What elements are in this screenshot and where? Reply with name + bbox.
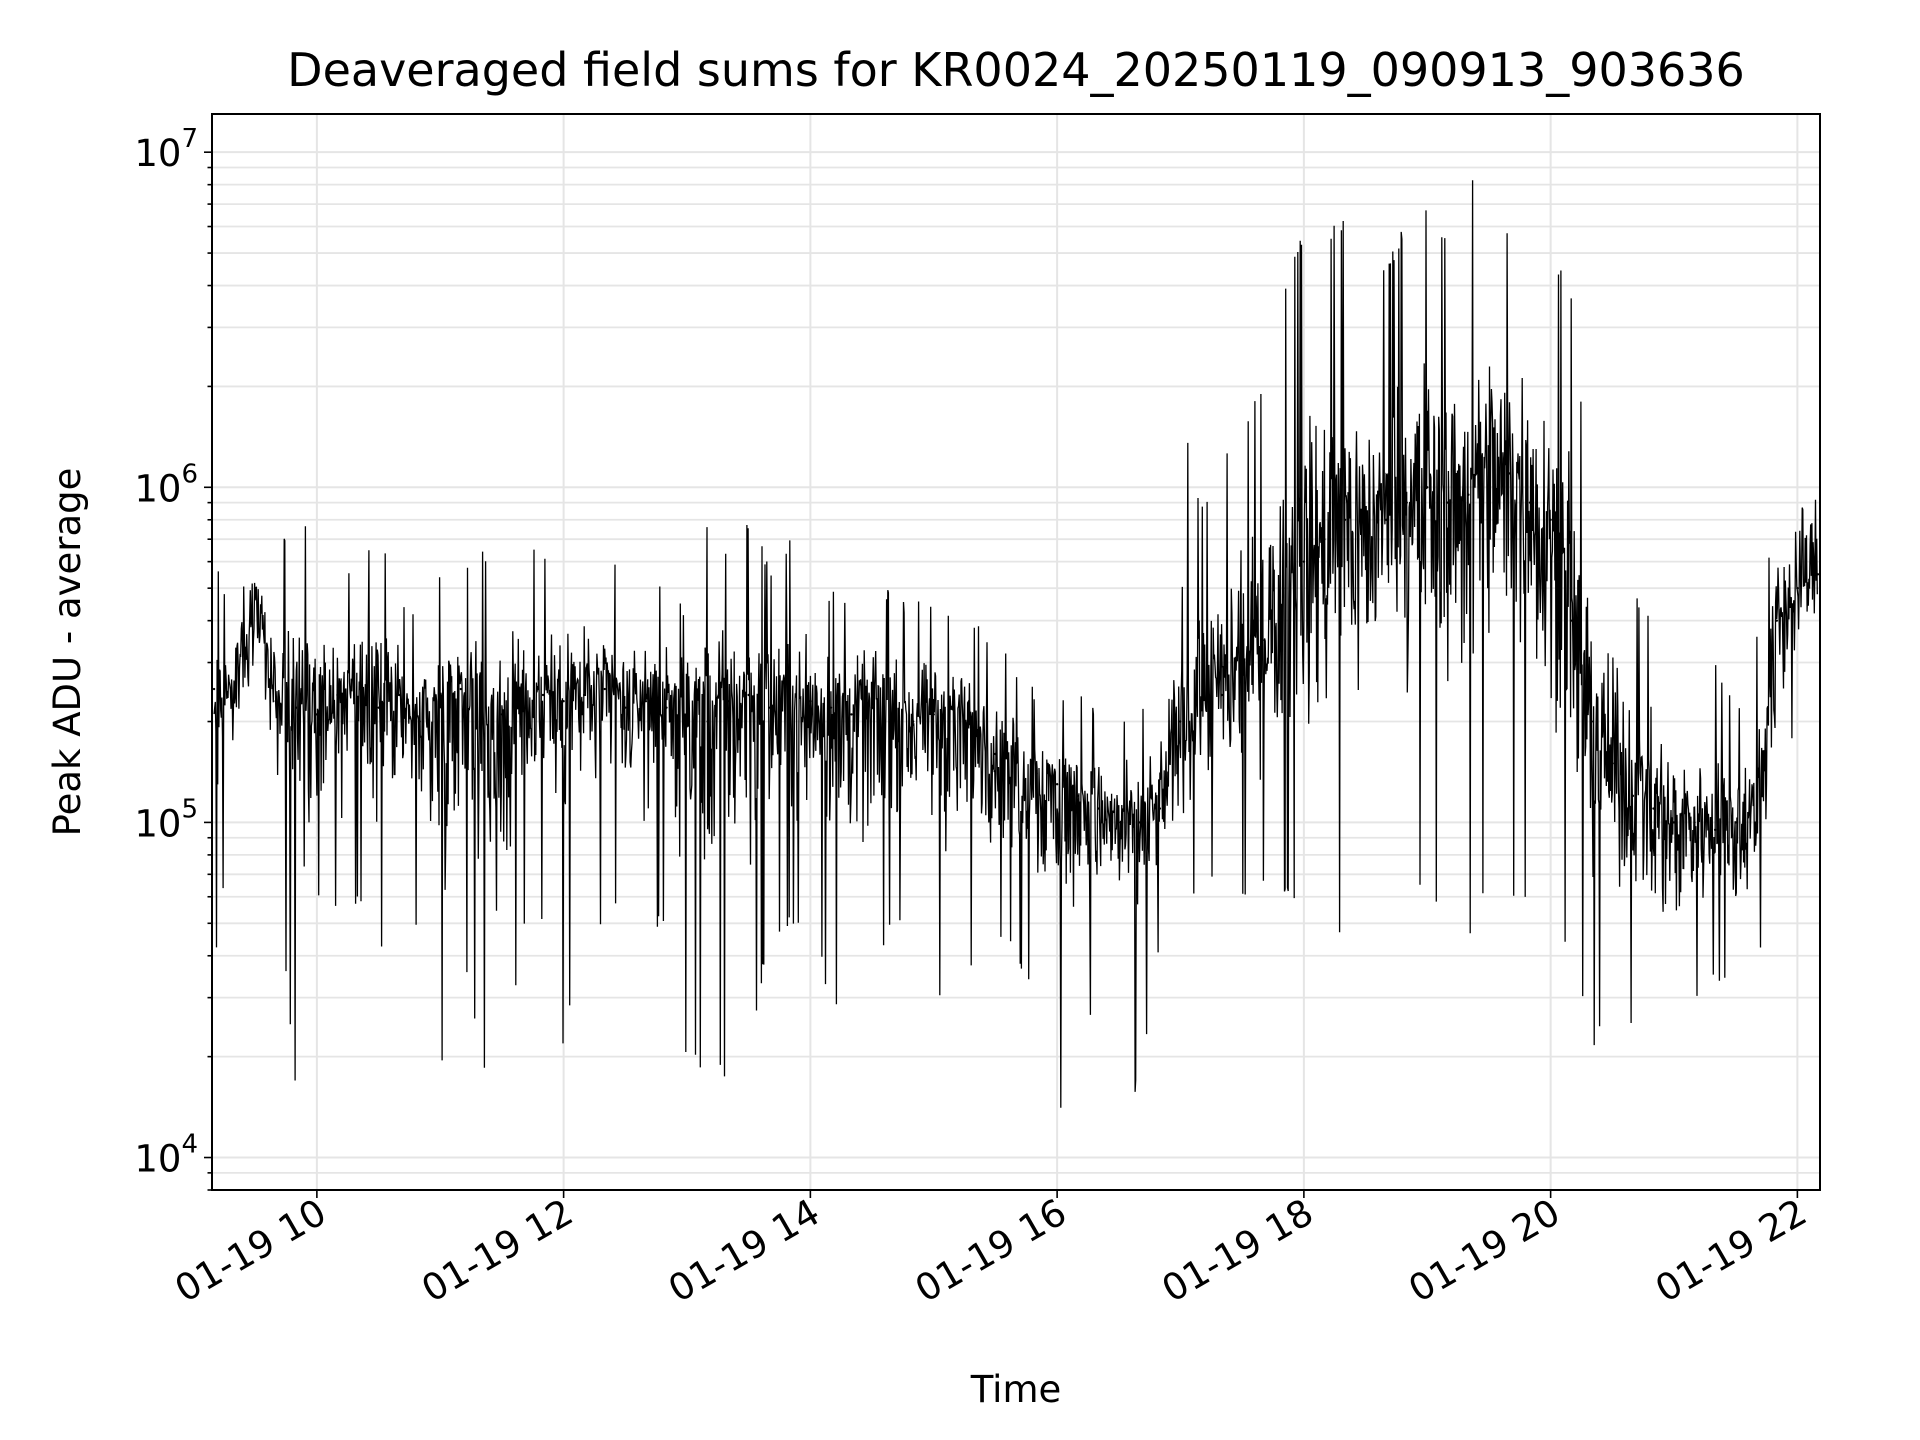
data-point — [521, 699, 524, 703]
data-point — [706, 720, 709, 723]
data-point — [418, 720, 421, 723]
data-point — [500, 713, 504, 716]
data-point — [480, 706, 483, 709]
data-point — [973, 735, 977, 739]
data-point — [994, 752, 997, 756]
data-point — [1816, 573, 1820, 576]
data-point — [1508, 472, 1511, 475]
data-point — [1035, 772, 1038, 775]
data-point — [1693, 821, 1696, 824]
series-layer — [212, 180, 1820, 1108]
data-point — [377, 706, 380, 709]
data-point — [1364, 527, 1367, 531]
data-point — [1775, 619, 1779, 622]
data-point — [1282, 586, 1285, 590]
data-point — [1487, 486, 1491, 489]
data-point — [1302, 560, 1306, 563]
plot-frame — [211, 113, 1821, 1191]
data-point — [582, 693, 586, 697]
data-point — [295, 706, 298, 709]
data-point — [1467, 493, 1470, 496]
data-point — [850, 713, 853, 716]
data-point — [911, 720, 915, 723]
data-point — [1796, 586, 1799, 590]
data-point — [315, 713, 319, 716]
y-tick-label: 105 — [134, 794, 198, 845]
data-point — [1055, 783, 1059, 786]
y-tick-label: 107 — [134, 124, 198, 175]
data-point — [891, 720, 894, 723]
data-point — [829, 706, 833, 709]
data-point — [1652, 807, 1655, 810]
data-point — [1138, 821, 1141, 824]
data-point — [1672, 821, 1676, 824]
y-tick-label: 104 — [134, 1130, 198, 1181]
data-point — [397, 693, 401, 697]
data-point — [1631, 794, 1635, 798]
y-axis: 104 105 106 107 — [134, 124, 212, 1191]
chart-title: Deaveraged field sums for KR0024_2025011… — [287, 43, 1745, 97]
data-point — [1117, 821, 1121, 824]
data-point — [932, 713, 935, 716]
data-point — [685, 713, 689, 716]
data-point — [788, 706, 792, 709]
grid — [212, 114, 1820, 1191]
data-point — [562, 699, 565, 703]
data-point — [644, 699, 648, 703]
data-point — [439, 699, 442, 703]
data-point — [1323, 538, 1326, 541]
data-point — [233, 682, 236, 685]
data-point — [1097, 807, 1100, 810]
data-point — [870, 706, 874, 709]
data-point — [1569, 619, 1573, 622]
data-point — [665, 706, 668, 709]
y-tick-label: 106 — [134, 459, 198, 510]
data-point — [336, 693, 339, 697]
data-point — [1549, 518, 1552, 521]
data-point — [1261, 638, 1264, 642]
data-point — [1199, 699, 1203, 703]
data-point — [1755, 821, 1758, 824]
data-point — [1734, 821, 1737, 824]
data-point — [768, 706, 771, 709]
data-point — [253, 586, 257, 590]
data-point — [459, 687, 463, 691]
data-point — [1384, 518, 1388, 521]
data-point — [212, 687, 216, 691]
x-axis-label: Time — [970, 1368, 1062, 1411]
data-point — [274, 699, 277, 703]
data-point — [809, 699, 812, 703]
data-point — [953, 713, 956, 716]
data-point — [1240, 671, 1244, 674]
data-point — [1076, 794, 1079, 798]
data-point — [603, 687, 606, 691]
data-point — [747, 693, 750, 697]
data-point — [1343, 518, 1347, 521]
data-point — [1220, 693, 1223, 697]
data-point — [1528, 501, 1532, 504]
data-point — [726, 699, 730, 703]
data-point — [541, 693, 545, 697]
data-point — [1405, 501, 1408, 504]
data-point — [624, 706, 627, 709]
data-point — [1446, 501, 1450, 504]
data-point — [1426, 486, 1429, 489]
data-point — [1179, 720, 1182, 723]
data-point — [1713, 828, 1717, 832]
y-axis-label: Peak ADU - average — [46, 468, 89, 837]
data-point — [1014, 762, 1018, 765]
data-point — [1611, 762, 1614, 765]
data-point — [356, 699, 360, 703]
data-point — [1590, 720, 1593, 723]
data-point — [1158, 807, 1162, 810]
